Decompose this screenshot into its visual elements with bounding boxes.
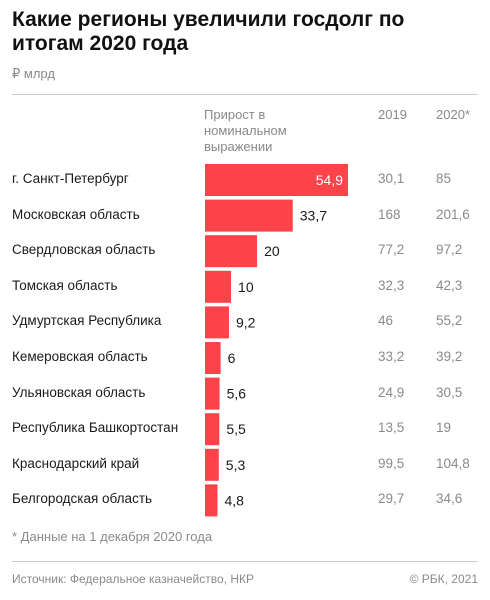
data-label: 54,9 <box>316 172 343 188</box>
value-2019: 99,5 <box>378 455 405 471</box>
unit-label: ₽ млрд <box>12 66 55 81</box>
chart-title: Какие регионы увеличили госдолг по итога… <box>12 8 405 55</box>
bar <box>205 448 219 481</box>
value-2020: 55,2 <box>436 313 463 329</box>
value-2020: 104,8 <box>436 455 470 471</box>
value-2019: 30,1 <box>378 171 405 186</box>
copyright: © РБК, 2021 <box>409 572 478 586</box>
category-label: Томская область <box>12 277 118 293</box>
top-divider <box>12 94 478 95</box>
value-2019: 13,5 <box>378 420 405 436</box>
category-label: Кемеровская область <box>12 349 148 364</box>
value-2019: 46 <box>378 313 394 329</box>
category-label: г. Санкт-Петербург <box>12 171 129 186</box>
value-2020: 42,3 <box>436 277 463 293</box>
value-2020: 34,6 <box>436 491 463 507</box>
bar <box>205 306 229 339</box>
bar <box>205 235 258 268</box>
data-label: 5,6 <box>227 386 247 402</box>
data-label: 20 <box>264 243 280 259</box>
bar <box>205 199 293 232</box>
bar <box>205 342 221 374</box>
category-label: Краснодарский край <box>12 455 140 471</box>
data-label: 33,7 <box>300 208 327 224</box>
data-label: 4,8 <box>225 492 245 508</box>
data-label: 5,5 <box>226 421 246 437</box>
column-header-2020: 2020* <box>436 107 470 122</box>
value-2019: 29,7 <box>378 491 405 507</box>
value-2019: 33,2 <box>378 349 405 364</box>
category-label: Удмуртская Республика <box>12 313 162 329</box>
value-2020: 19 <box>436 420 452 436</box>
category-label: Белгородская область <box>12 491 153 507</box>
data-label: 9,2 <box>236 314 256 330</box>
value-2020: 85 <box>436 171 452 186</box>
bar <box>205 377 220 410</box>
category-label: Ульяновская область <box>12 384 146 400</box>
data-label: 5,3 <box>226 457 246 473</box>
bar <box>205 164 348 196</box>
value-2020: 30,5 <box>436 384 463 400</box>
value-2020: 39,2 <box>436 349 463 364</box>
data-label: 10 <box>238 279 254 295</box>
category-label: Республика Башкортостан <box>12 420 179 436</box>
category-label: Московская область <box>12 206 140 222</box>
value-2020: 201,6 <box>436 206 470 222</box>
column-header-growth: Прирост в номинальном выражении <box>204 107 287 154</box>
bar <box>205 413 220 446</box>
value-2019: 32,3 <box>378 277 405 293</box>
bottom-divider <box>12 561 478 562</box>
source-note: Источник: Федеральное казначейство, НКР <box>12 572 254 586</box>
column-header-2019: 2019 <box>378 107 407 122</box>
value-2019: 168 <box>378 206 401 222</box>
category-label: Свердловская область <box>12 242 156 258</box>
bar <box>205 270 232 303</box>
value-2019: 24,9 <box>378 384 405 400</box>
value-2020: 97,2 <box>436 242 463 258</box>
footnote: * Данные на 1 декабря 2020 года <box>12 529 213 544</box>
bar <box>205 484 218 517</box>
value-2019: 77,2 <box>378 242 405 258</box>
data-label: 6 <box>228 350 236 366</box>
